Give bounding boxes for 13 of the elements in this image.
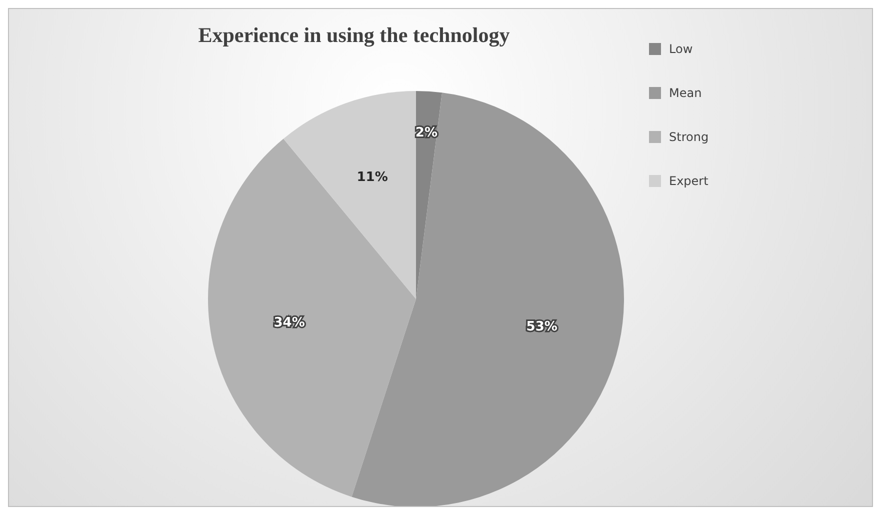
pie-slice (416, 91, 442, 299)
legend-label: Expert (669, 174, 708, 188)
pie-slice (208, 138, 416, 497)
data-label: 34% (274, 316, 305, 331)
chart-title: Experience in using the technology (198, 23, 510, 47)
data-label: 53% (526, 320, 558, 335)
legend-label: Strong (669, 130, 709, 144)
data-label: 2% (415, 125, 438, 140)
pie-slice (283, 91, 416, 299)
legend-label: Low (669, 42, 693, 56)
pie-slice (352, 92, 624, 506)
data-label: 11% (356, 170, 388, 186)
legend-label: Mean (669, 86, 702, 100)
